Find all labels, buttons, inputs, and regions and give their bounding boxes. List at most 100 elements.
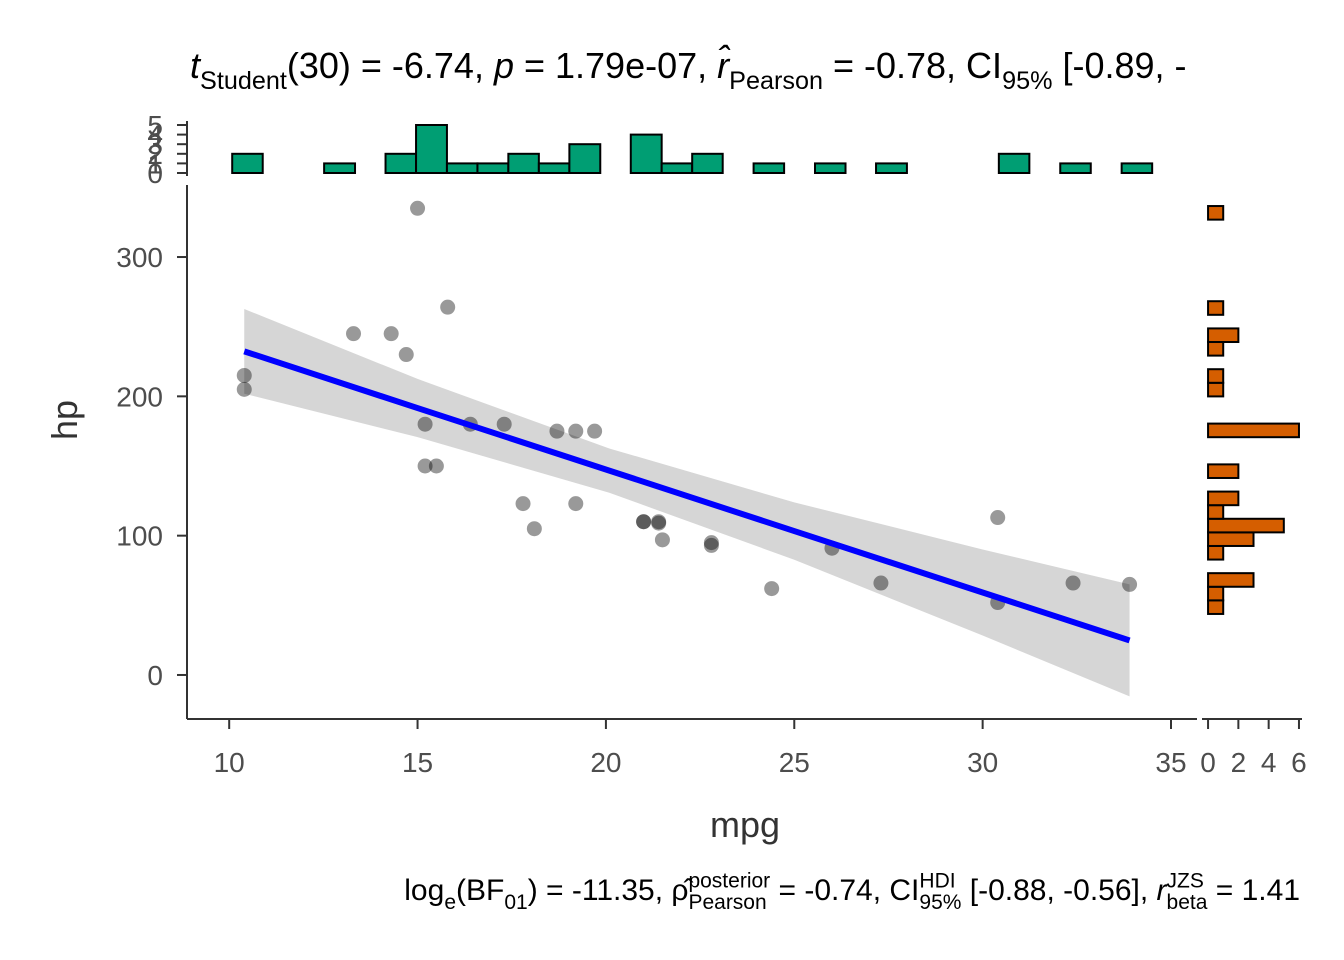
y-tick-label: 100: [116, 521, 163, 552]
histogram-bar: [1207, 517, 1285, 534]
histogram-bar: [629, 133, 663, 175]
histogram-bar: [752, 162, 786, 174]
point: [587, 423, 603, 439]
chart-caption-part: HDI: [919, 869, 955, 892]
x-tick-label: 0: [1200, 747, 1216, 778]
chart-caption-part: beta: [1167, 891, 1208, 914]
y-tick-label: 200: [116, 381, 163, 412]
point: [526, 521, 542, 537]
histogram-bar: [415, 124, 448, 174]
chart-title-part: [-0.89, -: [1052, 45, 1186, 86]
x-tick-label: 4: [1261, 747, 1277, 778]
histogram-bar: [997, 152, 1031, 175]
chart-caption-part: 95%: [919, 891, 961, 914]
point: [990, 510, 1006, 526]
point: [417, 458, 433, 474]
chart-caption-part: e: [444, 891, 456, 914]
x-tick-label: 20: [590, 747, 621, 778]
chart-title-part: Pearson: [729, 67, 823, 95]
chart-title-part: = -0.78, CI: [823, 45, 1002, 86]
histogram-bar: [445, 162, 479, 174]
x-tick-label: 35: [1155, 747, 1186, 778]
y-tick-label: 0: [147, 158, 163, 189]
x-tick-label: 30: [967, 747, 998, 778]
histogram-bar: [1207, 599, 1225, 615]
point: [1122, 576, 1138, 592]
chart-caption-part: Pearson: [688, 891, 766, 914]
histogram-bar: [476, 162, 510, 174]
histogram-bar: [1207, 531, 1255, 547]
point: [346, 326, 362, 342]
histogram-bar: [1059, 162, 1092, 174]
y-tick-label: 300: [116, 242, 163, 273]
y-tick-label: 0: [147, 660, 163, 691]
chart-title: t Student (30) = -6.74, p = 1.79e-07, r̂ Pe…: [190, 43, 1187, 94]
histogram-bar: [1207, 205, 1225, 221]
x-tick-label: 2: [1231, 747, 1247, 778]
point: [398, 347, 414, 363]
histogram-bar: [1207, 572, 1255, 588]
y-tick-label: 4: [147, 120, 163, 151]
point: [549, 423, 565, 439]
point: [515, 496, 531, 512]
point: [651, 514, 667, 530]
histogram-bar: [1207, 422, 1300, 439]
chart-caption-part: (BF: [456, 874, 504, 907]
chart-title-part: 95%: [1002, 67, 1052, 95]
histogram-bar: [1207, 368, 1225, 384]
histogram-bar: [568, 143, 602, 174]
histogram-bar: [537, 162, 571, 174]
chart-title-part: = 1.79e-07,: [514, 45, 717, 86]
point: [568, 423, 584, 439]
y-tick-label: 1: [147, 148, 163, 179]
chart-title-part: p: [493, 45, 514, 86]
histogram-bar: [507, 152, 540, 175]
histogram-bar: [1120, 162, 1154, 174]
histogram-bar: [1207, 463, 1240, 479]
histogram-bar: [323, 162, 357, 174]
point: [428, 458, 444, 474]
x-tick-label: 15: [402, 747, 433, 778]
point: [636, 514, 652, 530]
point: [236, 381, 252, 397]
point: [654, 532, 670, 548]
confidence-band: [244, 308, 1130, 697]
point: [703, 535, 719, 551]
point: [568, 496, 584, 512]
regression-line: [243, 348, 1131, 644]
point: [417, 416, 433, 432]
chart-title-part: Student: [200, 67, 287, 95]
x-tick-label: 10: [214, 747, 245, 778]
chart-caption-part: = 1.41: [1207, 874, 1300, 907]
x-tick-label: 25: [779, 747, 810, 778]
chart-caption-part: = -0.74, CI: [770, 874, 919, 907]
histogram-bar: [1207, 300, 1225, 316]
point: [236, 367, 252, 383]
histogram-bar: [1207, 504, 1225, 520]
point: [764, 581, 780, 597]
histogram-bar: [1207, 490, 1240, 507]
chart-caption-part: [-0.88, -0.56],: [961, 874, 1156, 907]
y-tick-label: 3: [147, 129, 163, 160]
histogram-bar: [1207, 585, 1225, 602]
point: [1065, 575, 1081, 591]
histogram-bar: [1207, 327, 1240, 344]
chart-caption-part: posterior: [688, 869, 770, 892]
chart-caption-part: ρ̂: [671, 874, 693, 907]
y-axis-title: hp: [44, 400, 85, 440]
histogram-bar: [875, 162, 908, 174]
histogram-bar: [660, 162, 694, 174]
histogram-bar: [1207, 544, 1225, 561]
chart-caption-part: JZS: [1167, 869, 1204, 892]
histogram-bar: [231, 152, 264, 175]
point: [651, 515, 667, 531]
x-axis-title: mpg: [710, 804, 780, 845]
y-tick-label: 2: [147, 139, 163, 170]
chart-caption-part: ) = -11.35,: [528, 874, 672, 907]
chart-title-part: r̂: [717, 43, 731, 86]
histogram-bar: [1207, 341, 1225, 357]
chart-caption-part: 01: [504, 891, 527, 914]
point: [383, 326, 399, 342]
chart-caption-part: r: [1157, 874, 1168, 907]
